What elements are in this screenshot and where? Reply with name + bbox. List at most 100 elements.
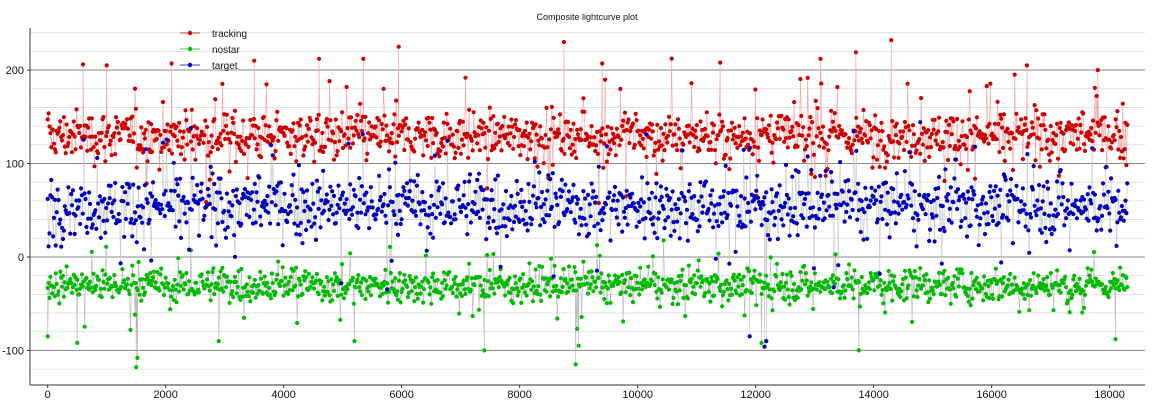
nostar-data-point [411,278,416,284]
nostar-data-point [426,280,431,285]
tracking-data-point [550,162,555,167]
nostar-data-point [480,288,485,293]
nostar-data-point [338,317,343,322]
target-data-point [517,219,522,224]
target-data-point [850,207,855,213]
target-data-point [931,198,936,203]
tracking-data-point [551,115,556,120]
tracking-data-point [420,127,425,132]
nostar-data-point [931,292,936,297]
tracking-data-point [945,130,950,135]
tracking-data-point [900,134,905,139]
target-data-point [1049,231,1054,237]
target-data-point [287,203,292,208]
nostar-data-point [698,284,703,289]
target-data-point [252,181,257,186]
target-data-point [975,203,980,208]
nostar-data-point [209,282,214,287]
nostar-data-point [172,277,177,282]
tracking-data-point [999,116,1004,121]
tracking-data-point [759,133,764,138]
nostar-data-point [169,288,175,293]
tracking-data-point [1029,120,1034,125]
tracking-data-point [312,159,317,164]
target-data-point [579,223,584,228]
target-data-point [613,207,619,212]
tracking-data-point [905,81,910,86]
nostar-data-point [1028,293,1034,298]
target-data-point [1031,164,1036,169]
target-data-point [635,208,640,214]
tracking-data-point [511,146,516,151]
target-data-point [127,185,132,190]
nostar-data-point [686,263,691,268]
nostar-data-point [1068,288,1073,293]
nostar-data-point [269,271,274,276]
tracking-data-point [452,156,457,161]
nostar-data-point [590,275,595,280]
tracking-data-point [1098,122,1103,127]
nostar-data-point [1089,267,1094,272]
tracking-data-point [395,140,400,145]
target-data-point [830,213,836,218]
nostar-data-point [513,281,519,286]
target-data-point [553,191,558,196]
nostar-data-point [334,275,339,280]
nostar-data-point [655,296,660,301]
tracking-data-point [101,114,106,120]
tracking-data-point [823,173,828,178]
tracking-data-point [617,143,622,148]
nostar-data-point [511,301,516,306]
target-data-point [295,205,300,210]
nostar-data-point [741,274,746,279]
target-data-point [905,193,910,198]
tracking-data-point [223,123,229,128]
tracking-data-point [702,126,708,132]
target-data-point [224,191,229,196]
tracking-data-point [815,106,820,111]
nostar-data-point [166,281,171,286]
target-data-point [322,208,327,213]
target-data-point [796,169,801,174]
nostar-data-point [126,288,131,293]
target-data-point [102,196,107,201]
tracking-data-point [402,147,407,153]
tracking-data-point [1053,141,1058,146]
tracking-data-point [355,112,360,118]
target-data-point [734,188,739,193]
tracking-data-point [606,152,611,157]
tracking-data-point [1113,117,1118,122]
nostar-data-point [1020,292,1025,297]
target-data-point [992,206,998,211]
tracking-data-point [1100,148,1105,153]
nostar-data-point [345,287,350,292]
target-data-point [218,176,223,181]
nostar-data-point [1034,290,1039,296]
nostar-data-point [825,279,830,284]
target-data-point [147,217,152,222]
tracking-data-point [691,133,696,138]
tracking-data-point [209,133,214,138]
target-data-point [169,188,174,193]
tracking-data-point [569,152,574,157]
target-data-point [977,222,982,227]
nostar-data-point [421,300,426,305]
tracking-data-point [727,167,732,172]
tracking-data-point [568,127,573,132]
nostar-data-point [622,278,628,283]
target-data-point [231,188,236,193]
target-data-point [783,200,788,206]
tracking-data-point [994,137,999,142]
tracking-data-point [597,129,602,134]
target-data-point [846,178,851,183]
target-data-point [223,227,228,232]
tracking-data-point [1073,128,1078,134]
tracking-data-point [1095,68,1100,73]
nostar-data-point [847,262,852,267]
target-data-point [374,212,379,217]
tracking-data-point [142,136,147,141]
target-data-point [601,205,606,211]
nostar-data-point [884,288,890,293]
target-data-point [189,207,194,212]
